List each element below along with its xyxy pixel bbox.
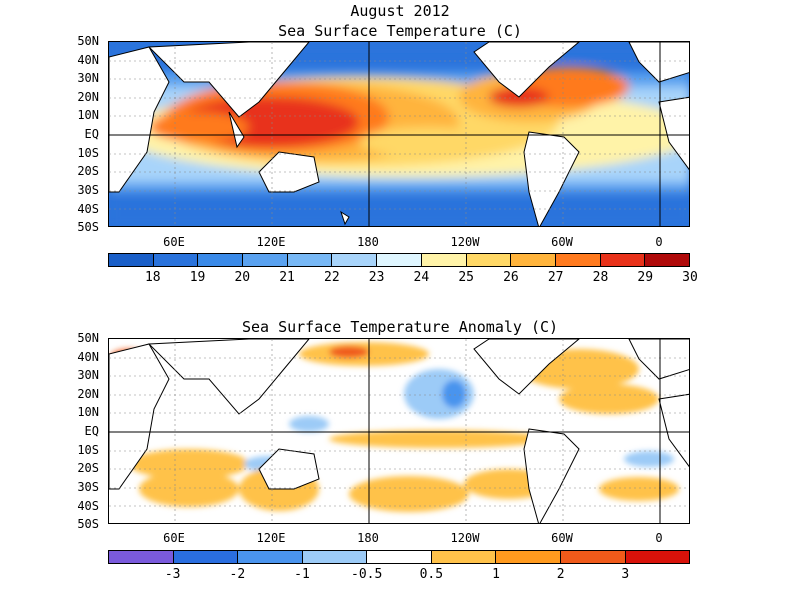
- colorbar-swatch: [109, 254, 154, 266]
- panel1-title-line1: August 2012: [350, 2, 450, 20]
- lat-label: 20S: [77, 164, 99, 178]
- lon-label: 0: [655, 531, 663, 545]
- colorbar-label: -1: [294, 567, 310, 582]
- colorbar-label: 23: [368, 270, 385, 285]
- colorbar-swatch: [645, 254, 689, 266]
- lat-label: 50N: [77, 331, 99, 345]
- colorbar-swatch: [625, 551, 690, 563]
- lat-label: 30S: [77, 183, 99, 197]
- colorbar-label: -0.5: [351, 567, 383, 582]
- lon-label: 60E: [163, 531, 185, 545]
- lon-label: 180: [357, 531, 379, 545]
- panel1-title-line2: Sea Surface Temperature (C): [278, 22, 522, 40]
- colorbar-label: -3: [164, 567, 181, 582]
- colorbar-swatch: [367, 551, 432, 563]
- sst-map: [108, 41, 690, 227]
- panel2-title: Sea Surface Temperature Anomaly (C): [241, 318, 559, 336]
- lat-label: 20N: [77, 387, 99, 401]
- lon-label: 120W: [450, 531, 480, 545]
- colorbar-swatch: [496, 551, 561, 563]
- lat-label: 10S: [77, 443, 99, 457]
- lon-label: 180: [357, 235, 379, 249]
- colorbar-swatch: [109, 551, 174, 563]
- lat-label: 10S: [77, 146, 99, 160]
- colorbar-label: 2: [556, 567, 565, 582]
- colorbar-swatch: [153, 254, 199, 266]
- lon-label: 60W: [551, 235, 573, 249]
- colorbar-label: 25: [458, 270, 474, 285]
- colorbar-swatch: [421, 254, 467, 266]
- lat-label: 50N: [77, 34, 99, 48]
- lat-label: EQ: [84, 127, 99, 141]
- colorbar-label: 19: [189, 270, 206, 285]
- colorbar-label: 18: [144, 270, 161, 285]
- lon-label: 60W: [551, 531, 573, 545]
- colorbar-swatch: [287, 254, 333, 266]
- colorbar-label: 3: [621, 567, 630, 582]
- sst-map-graphic: [109, 42, 689, 226]
- colorbar-label: 27: [547, 270, 564, 285]
- lat-label: 40N: [77, 350, 99, 364]
- sst-anomaly-map: [108, 338, 690, 524]
- lat-label: 20N: [77, 90, 99, 104]
- sst-anomaly-map-graphic: [109, 339, 689, 523]
- colorbar-swatch: [377, 254, 422, 266]
- colorbar-swatch: [555, 254, 601, 266]
- sst-colorbar: [108, 253, 690, 267]
- colorbar-label: 26: [503, 270, 519, 285]
- lat-label: 50S: [77, 517, 99, 531]
- colorbar-swatch: [560, 551, 626, 563]
- lon-label: 120W: [450, 235, 480, 249]
- lat-label: 40N: [77, 53, 99, 67]
- lat-label: 40S: [77, 202, 99, 216]
- lat-label: 30N: [77, 368, 99, 382]
- colorbar-label: -2: [229, 567, 246, 582]
- lon-label: 60E: [163, 235, 185, 249]
- lat-label: EQ: [84, 424, 99, 438]
- colorbar-swatch: [238, 551, 303, 563]
- colorbar-swatch: [302, 551, 368, 563]
- lat-label: 10N: [77, 108, 99, 122]
- lon-label: 120E: [256, 531, 286, 545]
- colorbar-label: 22: [324, 270, 340, 285]
- colorbar-label: 28: [592, 270, 609, 285]
- colorbar-label: 20: [234, 270, 251, 285]
- lat-label: 50S: [77, 220, 99, 234]
- colorbar-label: 24: [413, 270, 430, 285]
- colorbar-label: 30: [682, 270, 698, 285]
- lat-label: 30N: [77, 71, 99, 85]
- colorbar-swatch: [243, 254, 288, 266]
- colorbar-label: 21: [279, 270, 295, 285]
- sst-anomaly-colorbar: [108, 550, 690, 564]
- lon-label: 0: [655, 235, 663, 249]
- colorbar-label: 1: [492, 567, 500, 582]
- colorbar-label: 0.5: [419, 567, 444, 582]
- lat-label: 10N: [77, 405, 99, 419]
- colorbar-swatch: [466, 254, 512, 266]
- colorbar-swatch: [332, 254, 378, 266]
- colorbar-swatch: [198, 254, 244, 266]
- lat-label: 20S: [77, 461, 99, 475]
- colorbar-swatch: [431, 551, 497, 563]
- colorbar-label: 29: [637, 270, 654, 285]
- colorbar-swatch: [600, 254, 646, 266]
- lon-label: 120E: [256, 235, 286, 249]
- lat-label: 30S: [77, 480, 99, 494]
- lat-label: 40S: [77, 499, 99, 513]
- colorbar-swatch: [173, 551, 239, 563]
- colorbar-swatch: [511, 254, 556, 266]
